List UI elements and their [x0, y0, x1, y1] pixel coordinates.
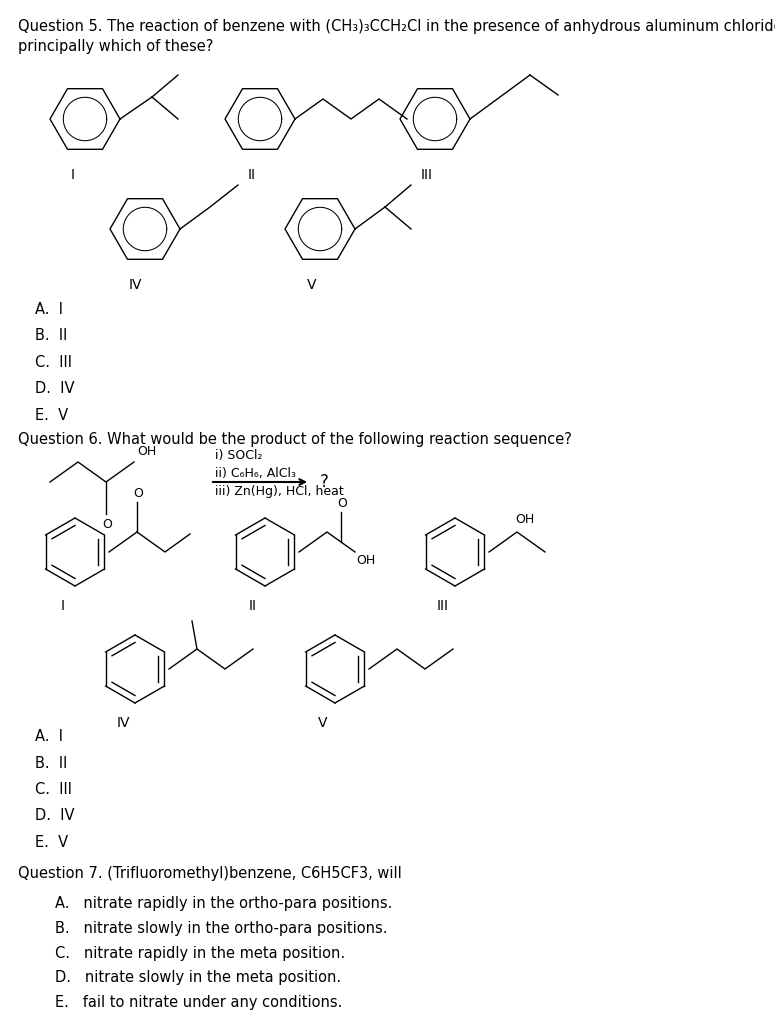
Text: Question 7. (Trifluoromethyl)benzene, C6H5CF3, will: Question 7. (Trifluoromethyl)benzene, C6… — [18, 866, 401, 881]
Text: iii) Zn(Hg), HCl, heat: iii) Zn(Hg), HCl, heat — [215, 485, 344, 498]
Text: C.   nitrate rapidly in the meta position.: C. nitrate rapidly in the meta position. — [55, 945, 345, 961]
Text: A.  I: A. I — [35, 302, 63, 317]
Text: C.  III: C. III — [35, 355, 72, 370]
Text: OH: OH — [137, 445, 157, 458]
Text: E.  V: E. V — [35, 408, 68, 423]
Text: B.  II: B. II — [35, 756, 67, 770]
Text: B.  II: B. II — [35, 329, 67, 343]
Text: III: III — [421, 168, 433, 182]
Text: I: I — [71, 168, 75, 182]
Text: i) SOCl₂: i) SOCl₂ — [215, 449, 263, 462]
Text: D.   nitrate slowly in the meta position.: D. nitrate slowly in the meta position. — [55, 971, 341, 985]
Text: OH: OH — [356, 554, 375, 567]
Text: II: II — [248, 168, 256, 182]
Text: B.   nitrate slowly in the ortho-para positions.: B. nitrate slowly in the ortho-para posi… — [55, 921, 387, 936]
Text: ii) C₆H₆, AlCl₃: ii) C₆H₆, AlCl₃ — [215, 467, 296, 480]
Text: IV: IV — [128, 278, 142, 292]
Text: V: V — [307, 278, 317, 292]
Text: Question 6. What would be the product of the following reaction sequence?: Question 6. What would be the product of… — [18, 432, 572, 447]
Text: IV: IV — [116, 716, 129, 730]
Text: A.   nitrate rapidly in the ortho-para positions.: A. nitrate rapidly in the ortho-para pos… — [55, 896, 392, 911]
Text: I: I — [61, 599, 65, 613]
Text: A.  I: A. I — [35, 729, 63, 744]
Text: OH: OH — [515, 513, 534, 526]
Text: O: O — [133, 487, 143, 500]
Text: V: V — [319, 716, 328, 730]
Text: ?: ? — [320, 473, 329, 490]
Text: O: O — [337, 497, 347, 510]
Text: E.  V: E. V — [35, 835, 68, 850]
Text: II: II — [249, 599, 257, 613]
Text: III: III — [437, 599, 449, 613]
Text: Question 5. The reaction of benzene with (CH₃)₃CCH₂Cl in the presence of anhydro: Question 5. The reaction of benzene with… — [18, 19, 775, 54]
Text: D.  IV: D. IV — [35, 809, 74, 823]
Text: E.   fail to nitrate under any conditions.: E. fail to nitrate under any conditions. — [55, 995, 343, 1011]
Text: O: O — [102, 518, 112, 531]
Text: C.  III: C. III — [35, 782, 72, 797]
Text: D.  IV: D. IV — [35, 382, 74, 396]
